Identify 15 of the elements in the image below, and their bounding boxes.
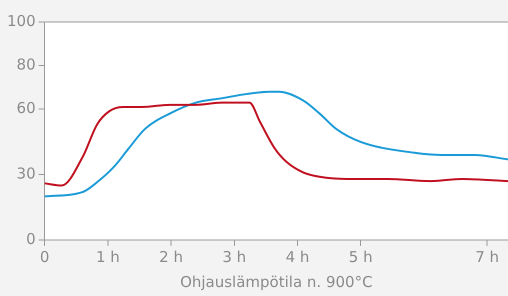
x-tick-label: 1 h	[96, 248, 120, 266]
y-tick-label: 100	[6, 12, 36, 30]
y-tick-label: 80	[16, 55, 36, 74]
y-tick-label: 30	[16, 164, 36, 182]
x-tick-label: 2 h	[159, 248, 183, 266]
x-axis-title: Ohjauslämpötila n. 900°C	[180, 272, 373, 291]
y-tick-label: 60	[16, 99, 36, 118]
x-tick-label: 7 h	[475, 248, 500, 266]
line-series	[44, 90, 508, 198]
x-tick-label: 5 h	[348, 248, 373, 266]
x-tick-label: 3 h	[222, 248, 246, 266]
x-tick-label: 4 h	[286, 248, 310, 266]
line-series	[44, 102, 508, 186]
y-tick-label: 0	[26, 230, 36, 248]
x-tick-label: 0	[40, 248, 50, 266]
